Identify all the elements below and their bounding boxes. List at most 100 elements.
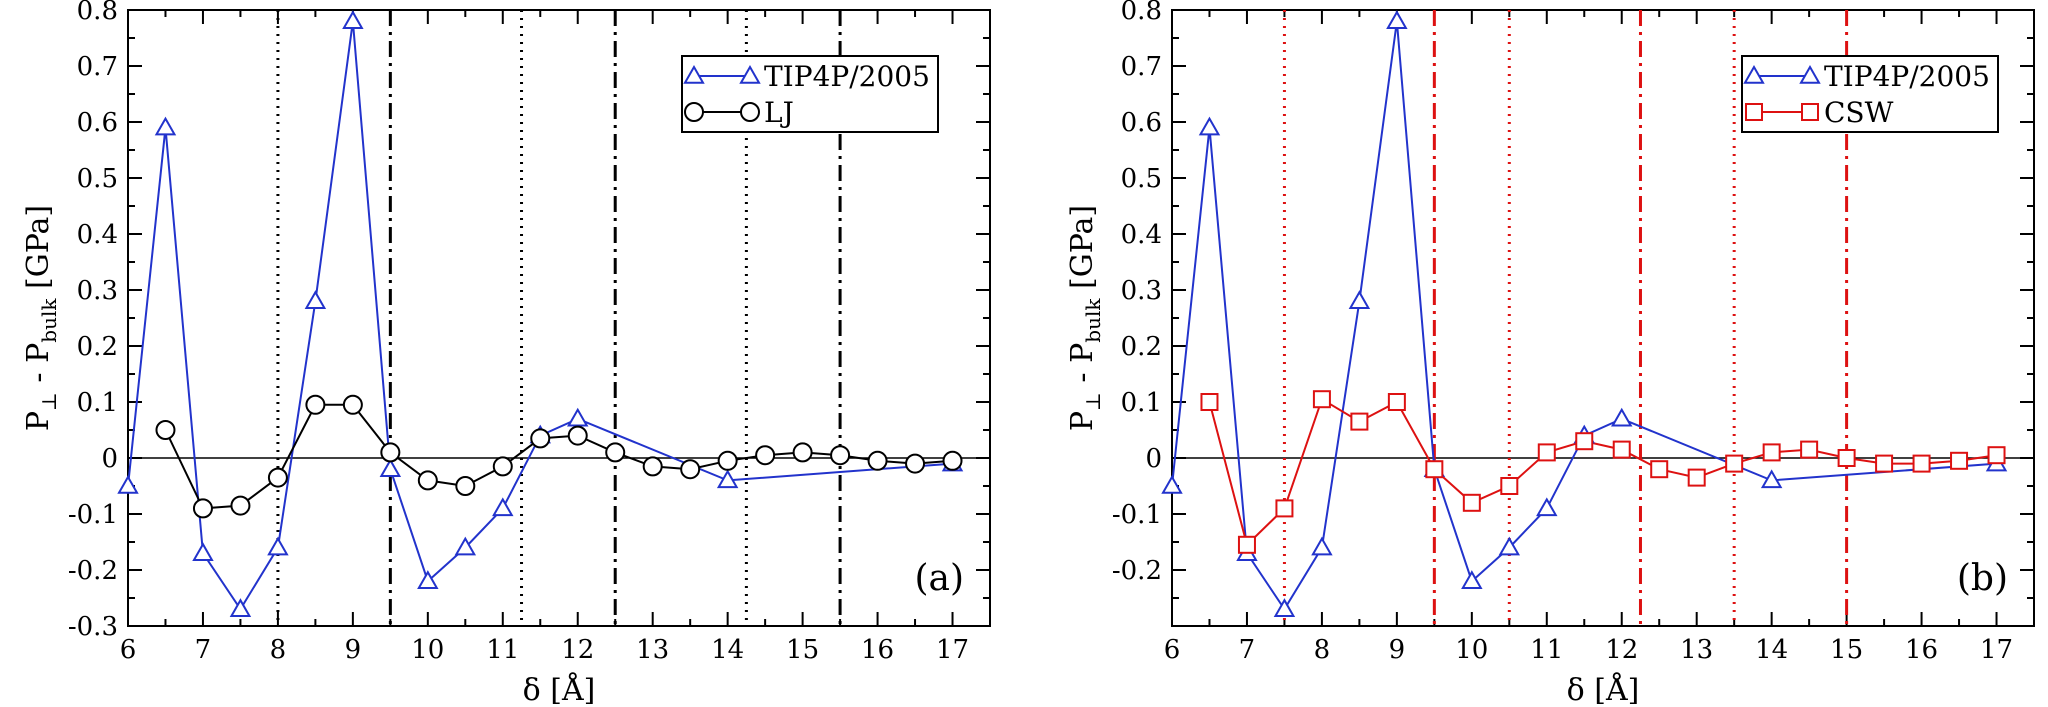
y-axis-title-part: - P: [1065, 343, 1100, 392]
data-point-csw: [1275, 499, 1294, 518]
data-point-lj: [455, 476, 476, 496]
data-point-lj: [530, 428, 551, 449]
x-tick-label: 16: [861, 635, 894, 665]
data-point-lj: [567, 425, 588, 446]
data-point-csw: [1950, 451, 1969, 470]
data-point-tip4p-2005: [117, 474, 139, 494]
data-point-lj: [305, 394, 326, 415]
y-tick-label: 0.2: [77, 332, 118, 362]
x-tick-label: 11: [1530, 635, 1563, 665]
x-tick-label: 12: [1605, 635, 1638, 665]
y-axis-title-subscript: bulk: [1081, 298, 1105, 343]
y-tick-label: 0.7: [77, 52, 118, 82]
data-point-lj: [417, 470, 438, 491]
data-point-lj: [155, 420, 176, 440]
y-tick-label: -0.3: [68, 612, 118, 642]
data-point-tip4p-2005: [1461, 570, 1483, 589]
data-point-csw: [1912, 454, 1931, 473]
data-point-csw: [1762, 443, 1781, 462]
data-point-tip4p-2005: [342, 10, 364, 29]
data-point-csw: [1725, 454, 1744, 473]
x-axis-title: δ [Å]: [1567, 672, 1640, 707]
data-point-tip4p-2005: [1198, 116, 1221, 136]
x-tick-label: 8: [1314, 635, 1331, 665]
data-point-tip4p-2005: [1161, 474, 1183, 494]
x-tick-label: 10: [411, 635, 444, 665]
legend-entry-label: LJ: [764, 96, 794, 129]
y-axis-title-part: P: [1065, 411, 1100, 431]
data-point-lj: [792, 442, 813, 463]
chart-panel-b: 6 7 8 9 10 11 12 13 14 15 16 17 -0.2 -0.1 0 0.1 0.2 0.3 0.…: [1065, 0, 2035, 707]
chart-panel-a: 6 7 8 9 10 11 12 13 14 15 16 17 -0.3 -0.2 -0.1 0 0.1 0.2 0…: [21, 0, 991, 707]
y-axis-title: P⊥ - Pbulk [GPa]: [1065, 205, 1105, 431]
data-point-csw: [1800, 440, 1819, 459]
x-tick-label: 13: [1680, 635, 1713, 665]
x-tick-label: 14: [711, 635, 744, 665]
y-axis-title-part: P: [21, 411, 56, 431]
data-point-csw: [1837, 449, 1856, 467]
y-tick-label: 0: [101, 444, 118, 474]
x-tick-label: 9: [345, 635, 362, 665]
series-line-csw: [1208, 397, 1997, 547]
data-point-csw: [1612, 440, 1631, 459]
data-point-tip4p-2005: [1348, 290, 1371, 309]
x-tick-label: 7: [195, 635, 212, 665]
data-point-lj: [867, 450, 888, 471]
x-tick-label: 10: [1455, 635, 1488, 665]
data-point-lj: [680, 459, 701, 480]
data-point-tip4p-2005: [1498, 536, 1521, 556]
y-axis-title-part: [GPa]: [1065, 205, 1100, 299]
panel-label: (b): [1957, 558, 2008, 599]
data-point-csw: [1987, 446, 2006, 465]
y-axis-title-part: [GPa]: [21, 205, 56, 299]
y-axis-title-subscript: bulk: [37, 298, 61, 343]
data-point-tip4p-2005: [229, 598, 252, 617]
y-tick-label: 0.3: [1121, 276, 1162, 306]
x-tick-label: 11: [486, 635, 519, 665]
data-point-lj: [380, 442, 401, 463]
legend-entry-label: TIP4P/2005: [1824, 60, 1990, 93]
y-tick-label: -0.1: [1112, 500, 1162, 530]
y-tick-label: 0.8: [1121, 0, 1162, 26]
legend-box: [681, 55, 939, 133]
y-tick-label: 0.6: [77, 108, 118, 138]
data-point-csw: [1312, 390, 1331, 409]
data-point-tip4p-2005: [379, 458, 402, 477]
legend-marker: [684, 102, 704, 122]
data-point-lj: [755, 445, 776, 466]
y-axis-title: P⊥ - Pbulk [GPa]: [21, 205, 61, 431]
x-tick-label: 15: [786, 635, 819, 665]
data-point-csw: [1575, 432, 1594, 451]
data-point-tip4p-2005: [492, 497, 514, 517]
y-tick-label: 0.6: [1121, 108, 1162, 138]
x-tick-label: 12: [561, 635, 594, 665]
y-axis-title-part: - P: [21, 343, 56, 392]
data-point-csw: [1350, 412, 1369, 431]
y-tick-label: 0.7: [1121, 52, 1162, 82]
y-tick-label: 0.5: [77, 164, 118, 194]
data-point-tip4p-2005: [716, 469, 739, 489]
x-axis-title: δ [Å]: [523, 672, 596, 707]
x-tick-label: 16: [1905, 635, 1938, 665]
y-axis-title-subscript: ⊥: [37, 392, 61, 411]
data-point-tip4p-2005: [154, 116, 177, 136]
y-tick-label: 0.2: [1121, 332, 1162, 362]
data-point-csw: [1500, 477, 1519, 495]
x-tick-label: 14: [1755, 635, 1788, 665]
x-tick-label: 15: [1830, 635, 1863, 665]
y-tick-label: 0.4: [77, 220, 118, 250]
data-point-tip4p-2005: [454, 536, 477, 556]
data-point-tip4p-2005: [192, 542, 214, 561]
legend-marker: [683, 64, 705, 84]
y-tick-label: -0.2: [68, 556, 118, 586]
data-point-csw: [1650, 460, 1669, 479]
data-point-lj: [717, 450, 738, 471]
data-point-csw: [1237, 535, 1256, 554]
y-axis-title-subscript: ⊥: [1081, 392, 1105, 411]
data-point-tip4p-2005: [1760, 469, 1783, 489]
data-point-tip4p-2005: [567, 407, 589, 427]
series-line-lj: [164, 403, 953, 510]
panel-label: (a): [914, 558, 964, 599]
data-point-csw: [1387, 393, 1406, 411]
